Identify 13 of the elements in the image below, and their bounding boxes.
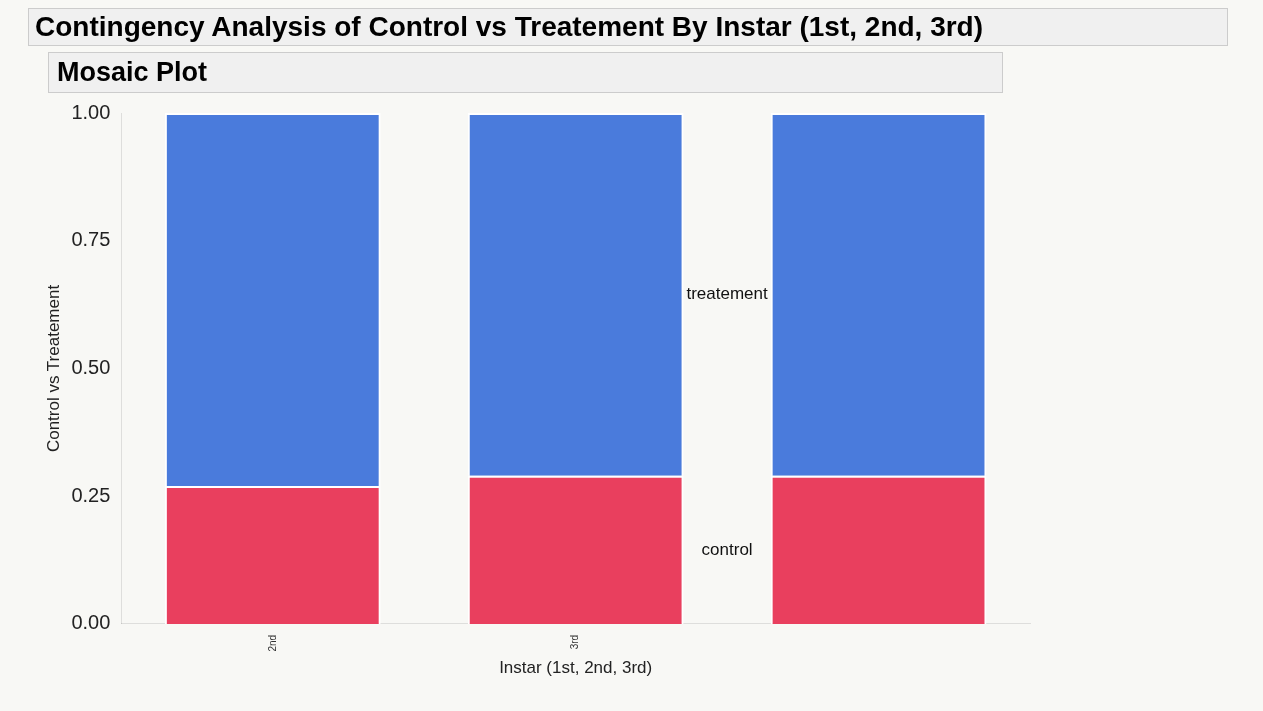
series-label: treatement	[686, 284, 769, 304]
chart-title: Contingency Analysis of Control vs Treatement By Instar (1st, 2nd, 3rd)	[28, 8, 1228, 46]
x-axis-title: Instar (1st, 2nd, 3rd)	[499, 658, 653, 678]
series-label: control	[701, 539, 753, 559]
y-tick-label: 0.75	[71, 228, 111, 251]
chart-subtitle: Mosaic Plot	[48, 52, 1003, 93]
x-tick-label: 3rd	[569, 634, 581, 650]
x-tick-label: 2nd	[266, 634, 278, 652]
y-axis-title: Control vs Treatement	[43, 284, 63, 453]
y-tick-label: 0.00	[71, 611, 111, 634]
y-tick-label: 0.50	[71, 355, 111, 378]
y-tick-label: 1.00	[71, 100, 111, 123]
y-tick-label: 0.25	[71, 483, 111, 506]
